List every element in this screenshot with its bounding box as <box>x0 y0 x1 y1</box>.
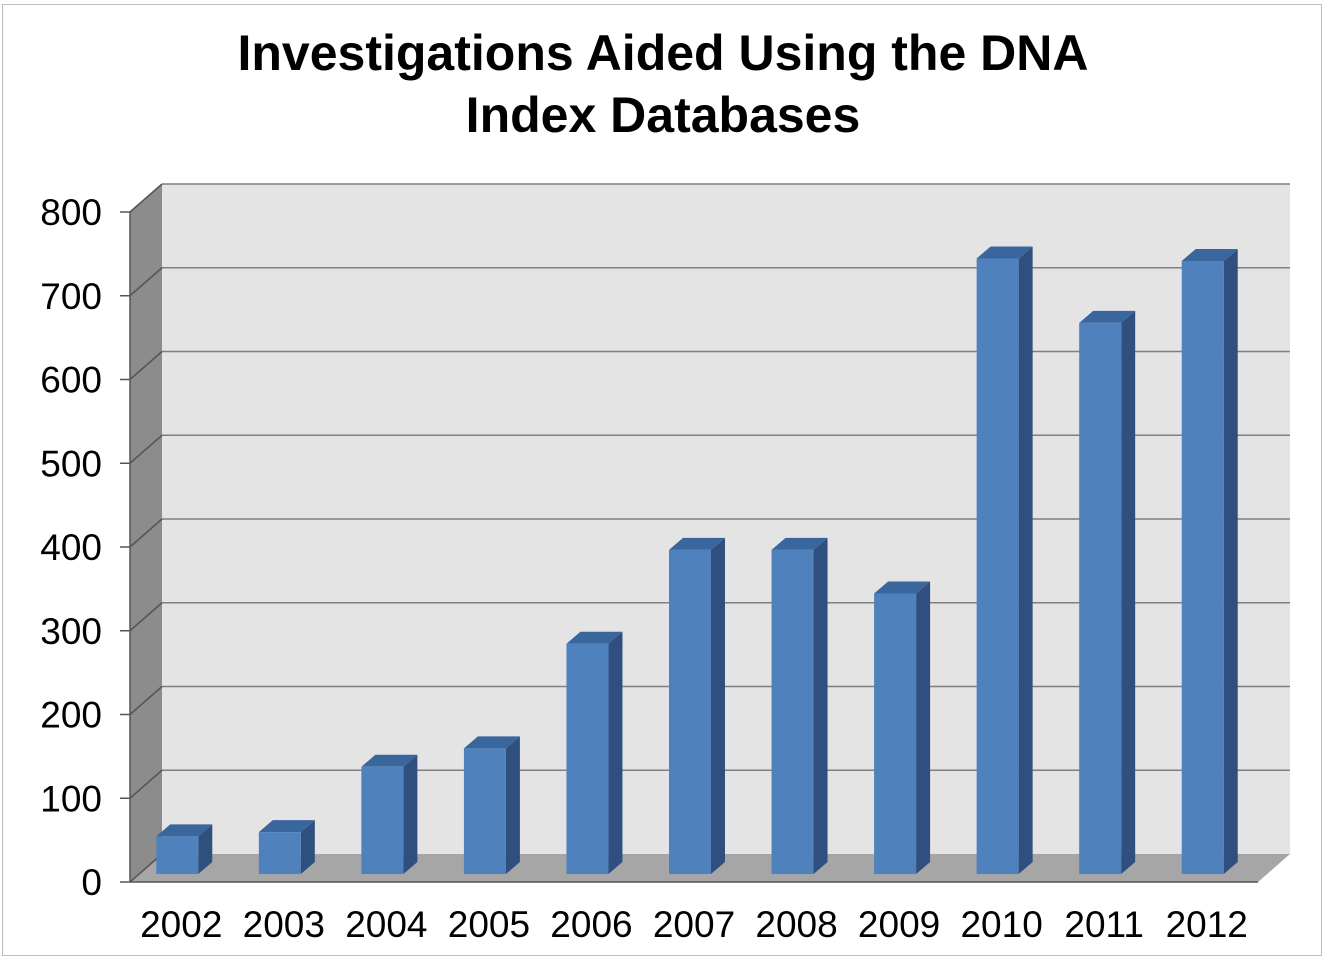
x-tick-label: 2008 <box>755 904 837 945</box>
bar-top <box>669 537 725 550</box>
bar-top <box>976 246 1033 259</box>
bar <box>1181 260 1224 874</box>
bar-top <box>463 736 520 749</box>
x-tick-label: 2010 <box>960 904 1042 945</box>
bar <box>463 748 506 874</box>
bar <box>156 836 199 874</box>
bar <box>771 549 814 874</box>
y-tick-label: 100 <box>40 778 102 819</box>
x-tick-label: 2009 <box>858 904 940 945</box>
bar-top <box>566 631 623 644</box>
x-tick-label: 2002 <box>140 904 222 945</box>
y-tick-label: 700 <box>40 276 102 317</box>
bar <box>976 258 1019 874</box>
bar <box>874 593 917 874</box>
x-tick-label: 2006 <box>550 904 632 945</box>
chart-title: Investigations Aided Using the DNA Index… <box>0 22 1326 146</box>
y-tick-label: 300 <box>40 611 102 652</box>
bar <box>258 832 301 874</box>
bar-top <box>361 754 418 767</box>
gridline-depth <box>129 267 163 297</box>
x-tick-label: 2005 <box>448 904 530 945</box>
gridline-depth <box>129 769 163 799</box>
y-tick-label: 200 <box>40 695 102 736</box>
y-tick-label: 400 <box>40 527 102 568</box>
gridline-depth <box>129 685 163 716</box>
gridline-depth <box>129 518 163 548</box>
y-tick-label: 800 <box>40 192 102 233</box>
bar-top <box>1079 310 1136 323</box>
x-tick-label: 2003 <box>243 904 325 945</box>
bar-side <box>300 820 315 874</box>
bar <box>361 766 404 874</box>
bar-top <box>874 581 931 594</box>
y-tick-label: 500 <box>40 443 102 484</box>
x-tick-label: 2011 <box>1064 904 1144 945</box>
bar-top <box>1181 248 1238 261</box>
y-tick-label: 600 <box>40 360 102 401</box>
bar-side <box>505 736 520 874</box>
bar-side <box>1018 246 1033 874</box>
x-tick-label: 2004 <box>345 904 427 945</box>
bar-side <box>916 581 931 874</box>
bar-side <box>711 537 725 874</box>
gridline-depth <box>129 434 163 464</box>
gridline-depth <box>129 602 163 632</box>
x-tick-label: 2007 <box>653 904 735 945</box>
bar <box>669 549 711 874</box>
bar-side <box>813 537 828 874</box>
bar-top <box>156 824 213 837</box>
chart-title-line-2: Index Databases <box>465 87 861 143</box>
bar-side <box>608 631 623 874</box>
bar <box>566 643 609 874</box>
gridline-depth <box>129 350 163 381</box>
bar-side <box>198 824 213 874</box>
bar-side <box>1121 310 1136 874</box>
x-tick-label: 2012 <box>1166 904 1248 945</box>
gridline-depth <box>129 183 163 213</box>
chart-title-line-1: Investigations Aided Using the DNA <box>237 25 1089 81</box>
bar-side <box>1223 248 1238 874</box>
y-tick-label: 0 <box>81 862 102 903</box>
bar <box>1079 322 1122 874</box>
bar-side <box>403 754 418 874</box>
bar-top <box>258 820 315 833</box>
bar-top <box>771 537 828 550</box>
